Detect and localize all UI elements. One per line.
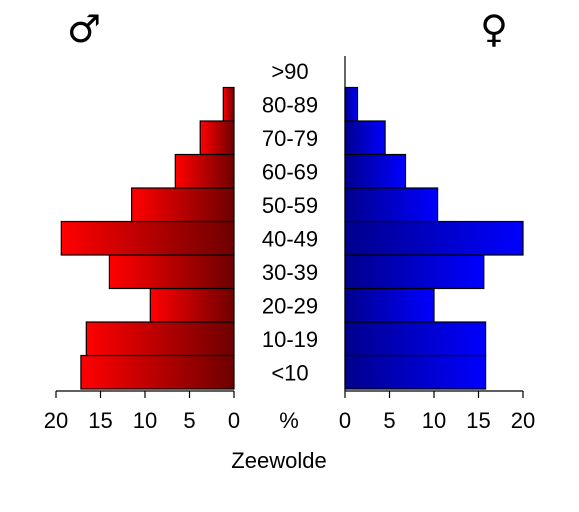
male-x-tick-label: 10 xyxy=(133,408,157,433)
male-bar-30-39 xyxy=(108,254,235,290)
male-x-tick-label: 5 xyxy=(183,408,195,433)
female-bar-30-39 xyxy=(344,254,485,290)
male-bar-80-89 xyxy=(222,86,235,122)
male-bar-10-19 xyxy=(85,321,235,357)
male-bars xyxy=(60,86,235,390)
female-x-tick-label: 20 xyxy=(511,408,535,433)
male-series-label: ♂ xyxy=(67,7,101,51)
category-label: 50-59 xyxy=(262,193,318,218)
male-bar-<10 xyxy=(80,354,235,390)
male-bar-60-69 xyxy=(174,153,235,189)
female-bar-10-19 xyxy=(344,321,487,357)
female-bar-80-89 xyxy=(344,86,359,122)
male-x-tick-label: 0 xyxy=(228,408,240,433)
male-bar-50-59 xyxy=(131,187,235,223)
female-x-tick-label: 5 xyxy=(383,408,395,433)
female-bar-40-49 xyxy=(344,220,524,256)
category-label: <10 xyxy=(271,360,308,385)
female-x-tick-label: 15 xyxy=(466,408,490,433)
male-bar-70-79 xyxy=(199,120,235,156)
male-bar-20-29 xyxy=(149,287,235,323)
female-series-label: ♀ xyxy=(480,7,508,51)
male-bar-40-49 xyxy=(60,220,235,256)
male-x-tick-label: 15 xyxy=(88,408,112,433)
category-label: 70-79 xyxy=(262,126,318,151)
male-x-tick-label: 20 xyxy=(44,408,68,433)
female-bars xyxy=(344,86,524,390)
category-label: 40-49 xyxy=(262,226,318,251)
female-x-tick-label: 0 xyxy=(339,408,351,433)
axes: 20 15 10 5 0 0 5 10 15 20 xyxy=(44,56,535,433)
category-label: 80-89 xyxy=(262,92,318,117)
category-label: 20-29 xyxy=(262,293,318,318)
female-bar-70-79 xyxy=(344,120,386,156)
unit-label: % xyxy=(279,408,299,433)
female-bar-20-29 xyxy=(344,287,435,323)
female-bar-<10 xyxy=(344,354,487,390)
category-labels: <10 10-19 20-29 30-39 40-49 50-59 60-69 70-79 80… xyxy=(262,59,318,385)
category-label: >90 xyxy=(271,59,308,84)
female-x-tick-label: 10 xyxy=(422,408,446,433)
category-label: 60-69 xyxy=(262,159,318,184)
female-bar-50-59 xyxy=(344,187,439,223)
category-label: 30-39 xyxy=(262,260,318,285)
x-axis-label: Zeewolde xyxy=(231,448,326,473)
category-label: 10-19 xyxy=(262,327,318,352)
female-bar-60-69 xyxy=(344,153,407,189)
